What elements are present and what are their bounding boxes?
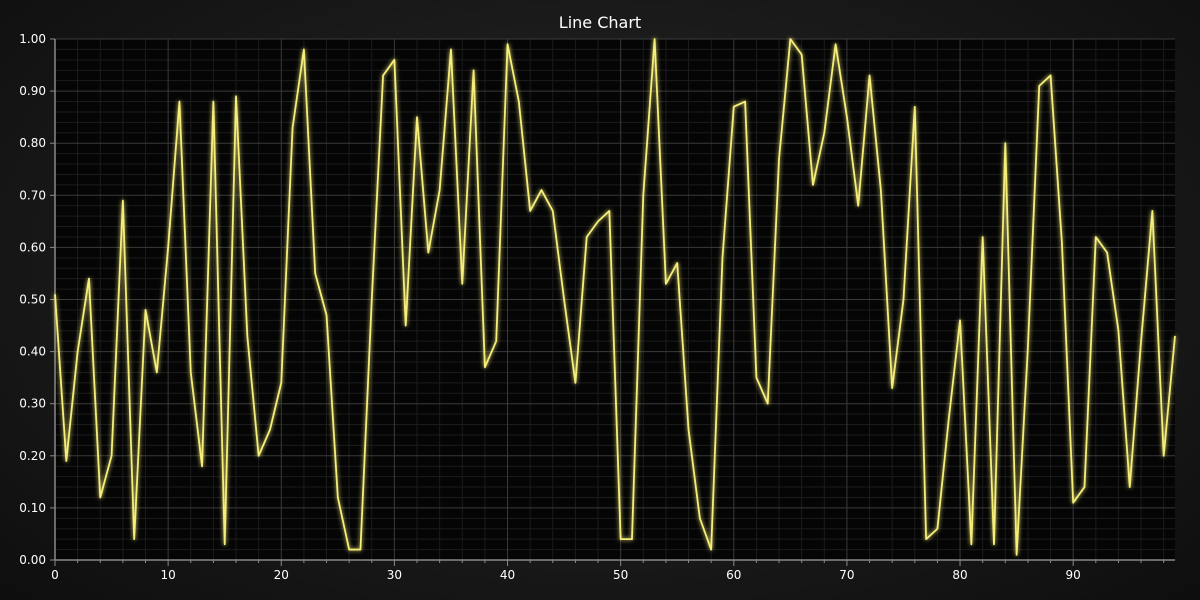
x-axis-ticks: 0 10 20 30 40 50 60 70 80 90 [51, 560, 1165, 582]
y-tick-label: 0.60 [19, 240, 46, 254]
y-tick-label: 0.90 [19, 84, 46, 98]
x-tick-label: 40 [500, 568, 515, 582]
x-tick-label: 70 [839, 568, 854, 582]
x-tick-label: 60 [726, 568, 741, 582]
y-tick-label: 0.70 [19, 188, 46, 202]
series-group [54, 38, 1176, 556]
series-line [54, 38, 1176, 556]
y-tick-label: 0.10 [19, 501, 46, 515]
y-tick-label: 1.00 [19, 32, 46, 46]
x-tick-label: 0 [51, 568, 59, 582]
y-axis-ticks: 0.00 0.10 0.20 0.30 0.40 0.50 0.60 0.70 0.80 0.90… [19, 32, 55, 567]
chart-title: Line Chart [559, 13, 641, 32]
x-tick-label: 10 [160, 568, 175, 582]
y-tick-label: 0.00 [19, 553, 46, 567]
x-tick-label: 80 [952, 568, 967, 582]
x-tick-label: 90 [1066, 568, 1081, 582]
y-tick-label: 0.50 [19, 293, 46, 307]
x-tick-label: 20 [274, 568, 289, 582]
y-tick-label: 0.30 [19, 397, 46, 411]
y-tick-label: 0.80 [19, 136, 46, 150]
x-tick-label: 50 [613, 568, 628, 582]
y-tick-label: 0.20 [19, 449, 46, 463]
x-tick-label: 30 [387, 568, 402, 582]
y-tick-label: 0.40 [19, 345, 46, 359]
